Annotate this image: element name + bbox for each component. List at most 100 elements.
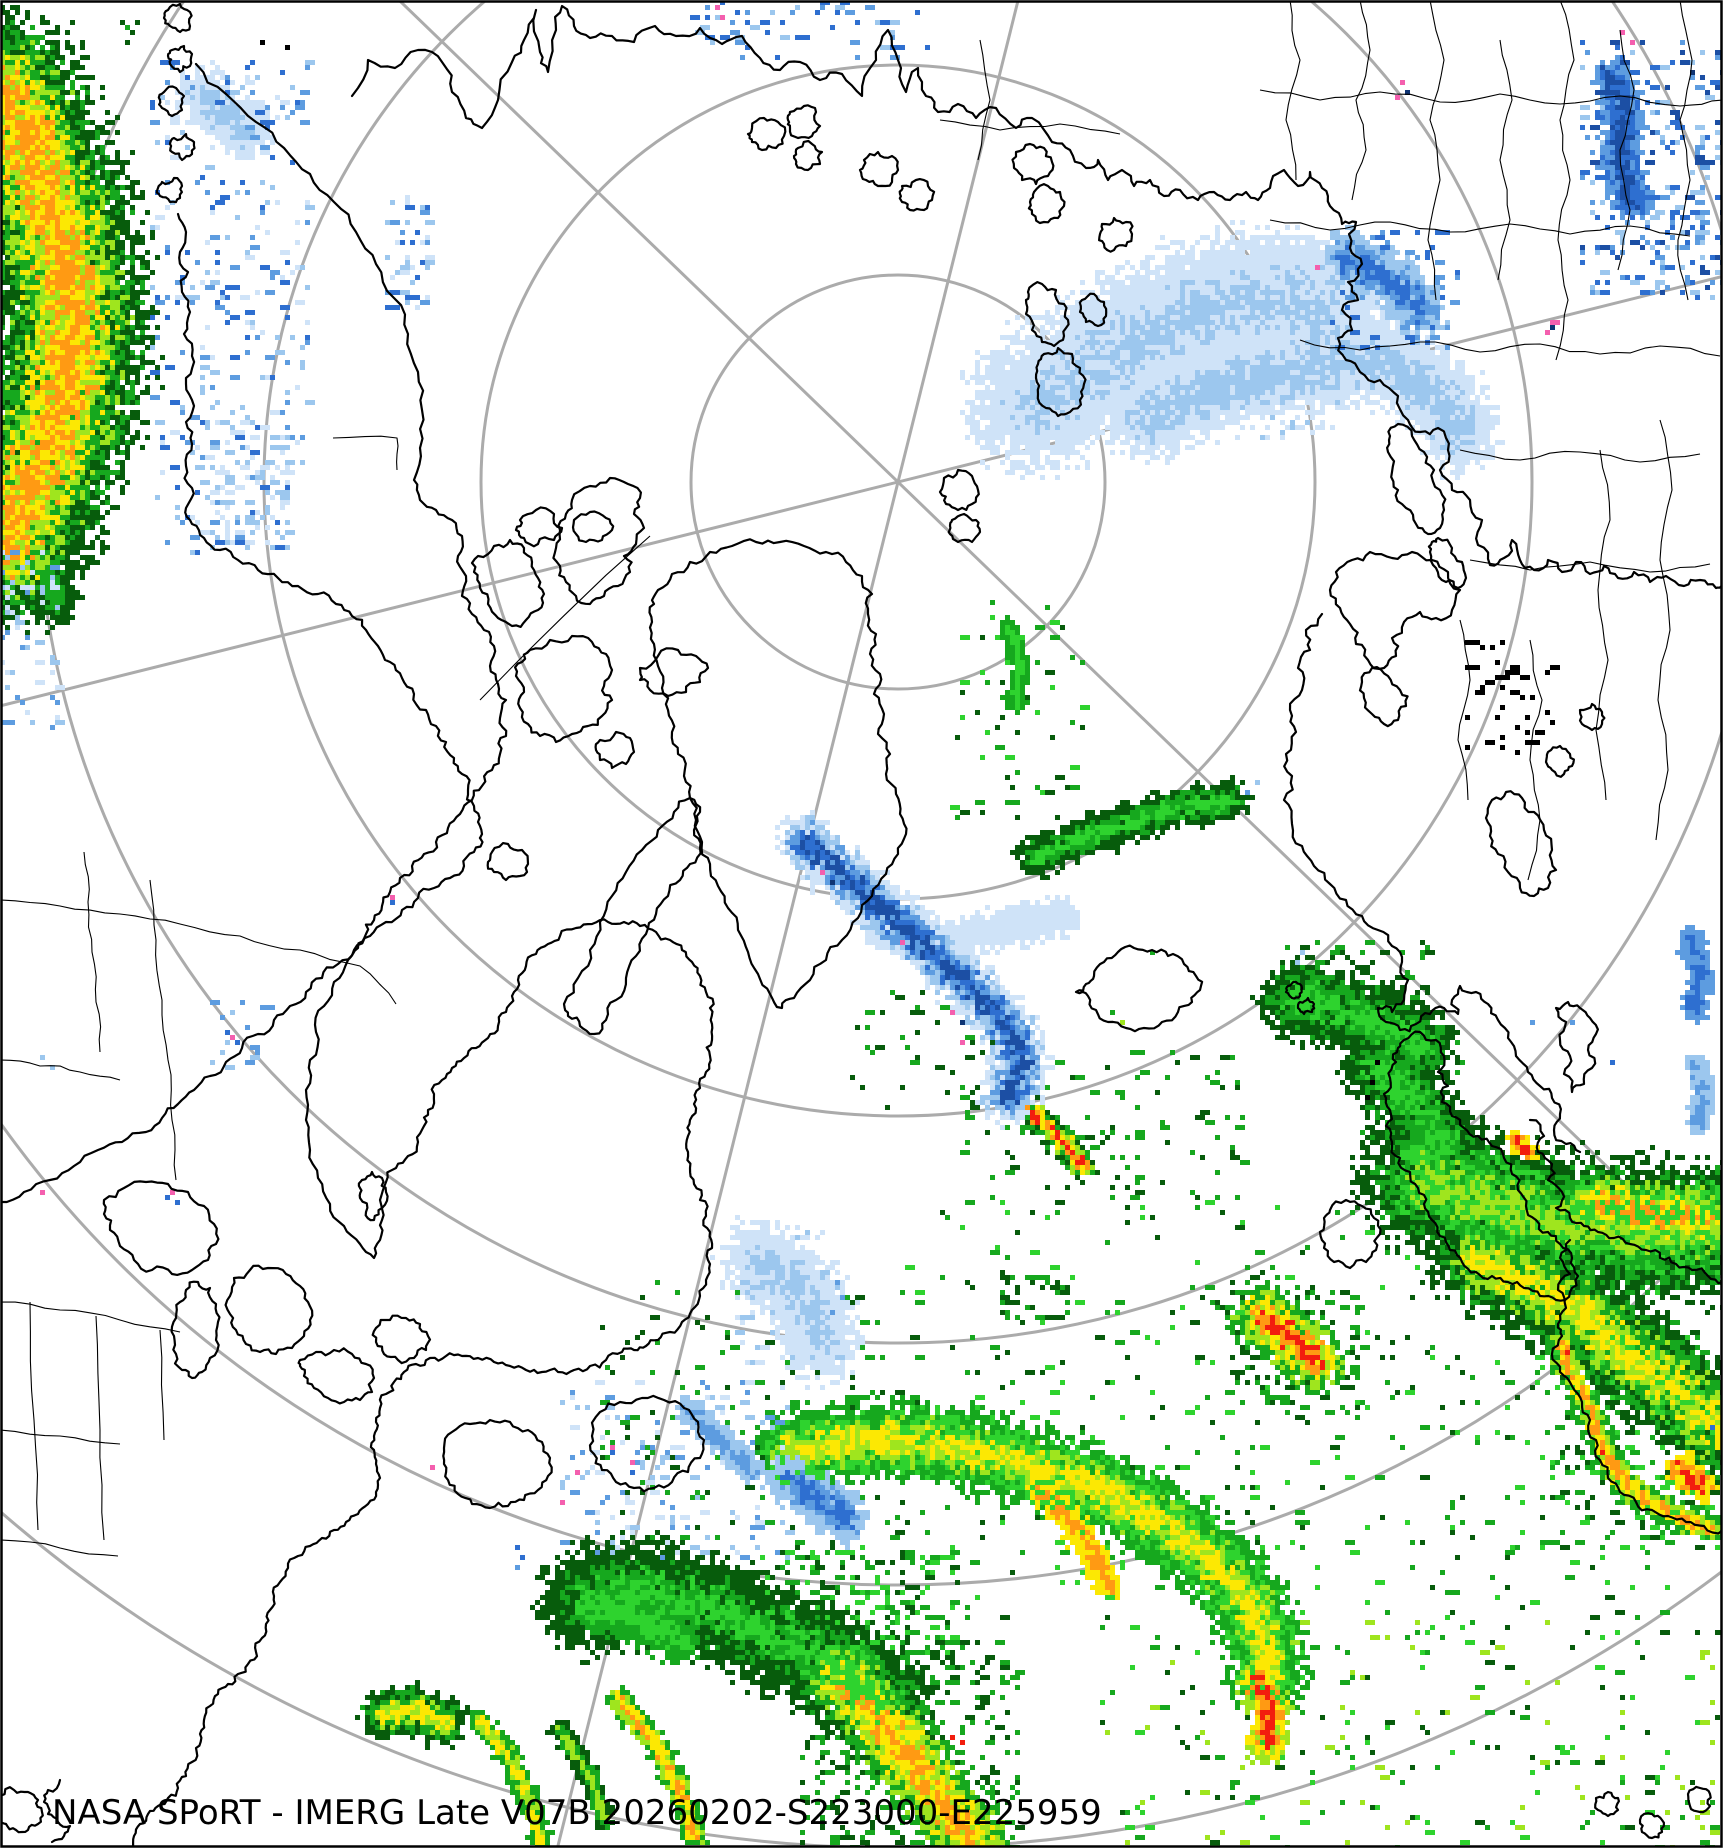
- coastline-path: [786, 104, 822, 140]
- admin-border-path: [1497, 39, 1513, 281]
- map-caption: NASA SPoRT - IMERG Late V07B 20260202-S2…: [52, 1793, 1102, 1833]
- coastline-path: [297, 1347, 376, 1405]
- coastline-path: [938, 468, 980, 512]
- admin-border-path: [2, 899, 397, 1005]
- coastline-path: [102, 1180, 220, 1276]
- coastline-path: [1034, 346, 1087, 418]
- coastline-path: [1528, 1118, 1721, 1285]
- coastline-path: [1686, 1785, 1712, 1814]
- admin-border-path: [939, 119, 1121, 135]
- admin-border-path: [977, 39, 991, 161]
- precip-pixels: [2, 5, 1721, 1560]
- coastline-path: [2, 1786, 44, 1834]
- admin-border-path: [1457, 619, 1471, 801]
- coastline-path: [1024, 281, 1070, 348]
- coastline-path: [1578, 702, 1606, 732]
- admin-border-path: [2, 1539, 119, 1557]
- coastline-path: [1328, 550, 1462, 670]
- admin-border-path: [1427, 2, 1445, 301]
- precip-pixels: [2, 20, 1721, 1846]
- graticule-circle: [2, 1122, 1721, 1587]
- admin-border-path: [29, 1301, 39, 1531]
- graticule-circle: [262, 2, 1534, 1118]
- admin-border-path: [1469, 559, 1711, 573]
- coastline-path: [1554, 1000, 1599, 1094]
- coastline-path: [486, 842, 530, 882]
- coastline-path: [176, 212, 484, 840]
- admin-border-path: [1285, 2, 1301, 181]
- coastline-path: [1358, 666, 1409, 728]
- coastline-path: [1074, 944, 1204, 1033]
- coastline-path: [1386, 422, 1447, 536]
- coastline-path: [1011, 142, 1055, 186]
- coastline-path: [552, 476, 646, 606]
- coastline-path: [571, 510, 615, 544]
- coastline-path: [1638, 1812, 1665, 1840]
- admin-border-path: [1677, 2, 1693, 301]
- coastline-path: [162, 2, 193, 34]
- coastline-path: [350, 4, 1721, 590]
- coastline-path: [1282, 612, 1582, 1154]
- coastline-path: [131, 62, 715, 1846]
- admin-border-path: [1555, 2, 1575, 361]
- admin-border-path: [149, 879, 177, 1181]
- coastline-path: [898, 178, 936, 212]
- coastline-path: [357, 1170, 389, 1222]
- coastline-path: [947, 512, 982, 544]
- admin-border-path: [159, 1329, 165, 1441]
- coastline-path: [157, 85, 186, 118]
- coastline-path: [594, 730, 636, 770]
- coastline-path: [170, 1280, 221, 1380]
- admin-border-path: [1617, 29, 1635, 271]
- coastline-path: [166, 44, 194, 74]
- coastline-path: [470, 538, 546, 628]
- coastline-path: [1027, 183, 1066, 225]
- admin-border-path: [83, 851, 102, 1053]
- coastline-path: [1098, 216, 1134, 253]
- coastline-path: [371, 1314, 432, 1365]
- coastline-path: [1318, 1198, 1382, 1270]
- admin-border-path: [2, 1429, 121, 1445]
- coastline-path: [1544, 744, 1575, 778]
- precip-pixels: [2, 60, 1505, 1555]
- admin-border-path: [332, 435, 399, 471]
- coastline-path: [562, 796, 702, 1036]
- coastline-path: [42, 1778, 72, 1844]
- coastline-path: [638, 647, 710, 698]
- coastline-path: [155, 176, 184, 204]
- coastline-path: [1078, 292, 1108, 328]
- admin-border-path: [1259, 89, 1721, 107]
- admin-border-path: [1269, 219, 1691, 237]
- admin-border-path: [1527, 639, 1543, 881]
- coastline-path: [1484, 790, 1558, 898]
- admin-border-path: [1655, 419, 1673, 841]
- admin-border-path: [95, 1315, 105, 1541]
- coastline-path: [1296, 996, 1316, 1016]
- coastline-path: [648, 538, 908, 1010]
- coastline-path: [1284, 980, 1304, 1000]
- admin-border-path: [2, 1059, 121, 1081]
- coastline-path: [514, 634, 614, 744]
- admin-border-path: [1595, 449, 1611, 801]
- coastline-path: [2, 836, 484, 1204]
- coastline-path: [168, 132, 196, 162]
- coastline-path: [1550, 1238, 1721, 1535]
- coastline-path: [858, 150, 900, 188]
- coastline-path: [514, 506, 564, 548]
- coastline-path: [792, 139, 824, 172]
- coastline-path: [588, 1394, 706, 1493]
- coastline-path: [1427, 536, 1468, 590]
- admin-borders-layer: [2, 2, 1721, 1557]
- coastline-path: [1594, 1790, 1620, 1818]
- graticule-circle: [689, 273, 1107, 691]
- admin-border-path: [1351, 2, 1371, 201]
- admin-border-path: [1459, 449, 1701, 463]
- coastline-path: [746, 116, 787, 152]
- coastline-path: [224, 1264, 314, 1356]
